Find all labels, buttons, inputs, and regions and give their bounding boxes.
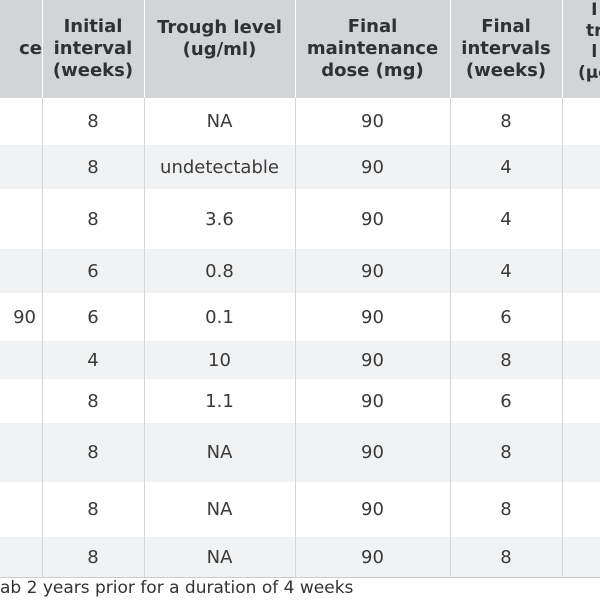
table-cell: 8 bbox=[500, 442, 512, 463]
table-cell bbox=[562, 423, 600, 482]
table-cell: 90 bbox=[361, 306, 384, 328]
table-cell: 8 bbox=[87, 208, 99, 230]
table-cell: 6 bbox=[87, 306, 99, 328]
table-cell: NA bbox=[206, 442, 233, 463]
table-row: 8 NA 90 8 bbox=[0, 423, 600, 483]
table-cell: NA bbox=[206, 499, 233, 520]
table-cell bbox=[0, 341, 36, 379]
table-cell: 4 bbox=[500, 156, 512, 178]
table-cell: 6 bbox=[500, 306, 512, 328]
table-cell: NA bbox=[206, 546, 233, 568]
table-cell: undetectable bbox=[160, 156, 279, 178]
table-cell bbox=[0, 189, 36, 249]
table-cell: 8 bbox=[500, 349, 512, 371]
table-cell: 4 bbox=[500, 208, 512, 230]
table-cell: 4 bbox=[500, 260, 512, 282]
table-row: 8 1.1 90 6 bbox=[0, 379, 600, 424]
header-cell-trough-level: Trough level (ug/ml) bbox=[157, 17, 282, 60]
header-cell-col0: ce bbox=[19, 38, 42, 59]
table-cell bbox=[562, 98, 600, 145]
table-cell bbox=[562, 249, 600, 293]
table-row: 8 NA 90 8 bbox=[0, 482, 600, 538]
table-cell bbox=[562, 293, 600, 341]
table-cell: 8 bbox=[87, 442, 99, 463]
table-cell bbox=[562, 537, 600, 577]
table-row: 8 NA 90 8 bbox=[0, 98, 600, 146]
table-cell bbox=[0, 249, 36, 293]
table-cell bbox=[0, 379, 36, 423]
table-cell bbox=[0, 145, 36, 189]
table-row: 4 10 90 8 bbox=[0, 341, 600, 380]
table-row: 8 NA 90 8 bbox=[0, 537, 600, 578]
table-cell: 90 bbox=[361, 390, 384, 412]
table-row: 6 0.8 90 4 bbox=[0, 249, 600, 294]
header-cell-initial-interval: Initial interval (weeks) bbox=[52, 16, 134, 81]
table-footnote: ab 2 years prior for a duration of 4 wee… bbox=[0, 578, 354, 598]
table-row: 8 undetectable 90 4 bbox=[0, 145, 600, 190]
table-cell: 0.1 bbox=[205, 306, 234, 328]
table-cell: 90 bbox=[361, 260, 384, 282]
table-cell: 90 bbox=[13, 306, 36, 328]
table-cell: 90 bbox=[361, 208, 384, 230]
table-cell: 8 bbox=[87, 111, 99, 132]
table-cell: 10 bbox=[208, 349, 231, 371]
table-cell: 90 bbox=[361, 442, 384, 463]
table-cell: 3.6 bbox=[205, 208, 234, 230]
header-cell-final-maintenance-dose: Final maintenance dose (mg) bbox=[306, 16, 439, 81]
header-cell-col5: I tr l (µg bbox=[578, 0, 600, 83]
table-cell bbox=[562, 189, 600, 249]
table-row: 8 3.6 90 4 bbox=[0, 189, 600, 250]
table-cell bbox=[562, 379, 600, 423]
table-cell: 90 bbox=[361, 349, 384, 371]
table-cell bbox=[562, 341, 600, 379]
table-cell: 8 bbox=[500, 111, 512, 132]
table-cell: 8 bbox=[87, 390, 99, 412]
table-cell: 0.8 bbox=[205, 260, 234, 282]
table-cell: 8 bbox=[87, 156, 99, 178]
table-cell bbox=[0, 482, 36, 537]
table-cell: 8 bbox=[500, 499, 512, 520]
table-header: ce Initial interval (weeks) Trough level… bbox=[0, 0, 600, 98]
table-cell: 90 bbox=[361, 111, 384, 132]
table-cell bbox=[0, 537, 36, 577]
table-cell: 90 bbox=[361, 546, 384, 568]
table-cell bbox=[0, 423, 36, 482]
table-cell: 6 bbox=[500, 390, 512, 412]
table-cell: 4 bbox=[87, 349, 99, 371]
table-cell bbox=[0, 98, 36, 145]
table-cell: 8 bbox=[87, 499, 99, 520]
table-cell: 90 bbox=[361, 499, 384, 520]
table-cell: 1.1 bbox=[205, 390, 234, 412]
table-cell: 8 bbox=[87, 546, 99, 568]
table-cell: 90 bbox=[361, 156, 384, 178]
table-cell: 6 bbox=[87, 260, 99, 282]
table-row: 90 6 0.1 90 6 bbox=[0, 293, 600, 342]
table-cell: NA bbox=[206, 111, 233, 132]
table-cell bbox=[562, 145, 600, 189]
table-cell: 8 bbox=[500, 546, 512, 568]
table-cell bbox=[562, 482, 600, 537]
header-cell-final-intervals: Final intervals (weeks) bbox=[461, 16, 551, 81]
